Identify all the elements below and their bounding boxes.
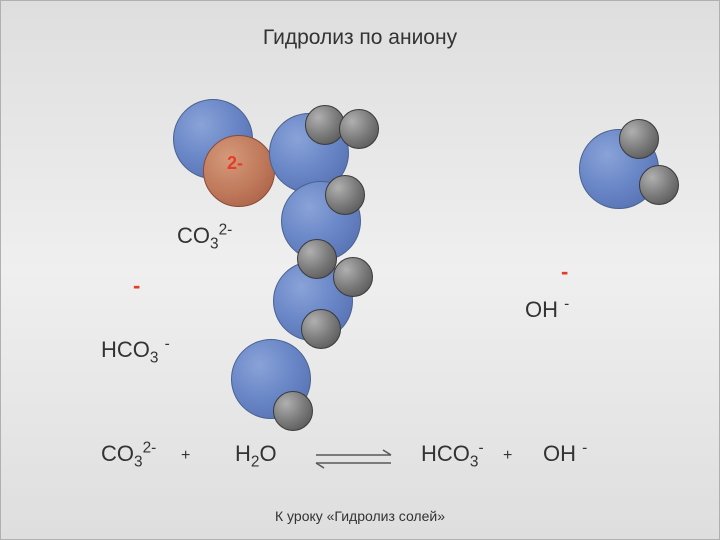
hydrogen-sphere — [273, 391, 313, 431]
hydrogen-sphere — [297, 239, 337, 279]
hydrogen-sphere — [619, 119, 659, 159]
hydrogen-sphere — [339, 109, 379, 149]
oh-label: OH - — [525, 297, 569, 323]
oxygen-sphere — [231, 339, 311, 419]
hydrogen-sphere — [333, 257, 373, 297]
eq-h2o: H2O — [235, 441, 277, 467]
hydrogen-sphere — [305, 105, 345, 145]
eq-co3: CO32- — [101, 441, 156, 467]
footer-text: К уроку «Гидролиз солей» — [1, 508, 719, 524]
minus-right: - — [561, 259, 568, 285]
ion-charge-label: 2- — [227, 153, 243, 174]
oxygen-sphere — [281, 181, 361, 261]
eq-plus-1: + — [181, 447, 190, 465]
minus-left: - — [133, 273, 140, 299]
co3-label: CO32- — [177, 223, 232, 249]
hydrogen-sphere — [325, 175, 365, 215]
eq-plus-2: + — [503, 447, 512, 465]
equilibrium-arrow-icon — [311, 449, 401, 471]
hydrogen-sphere — [301, 309, 341, 349]
oxygen-sphere — [269, 113, 349, 193]
oxygen-sphere — [273, 261, 353, 341]
eq-hco3: HCO3- — [421, 441, 484, 467]
page-title: Гидролиз по аниону — [1, 26, 719, 50]
hco3-label: HCO3 - — [101, 337, 170, 363]
eq-oh: OH - — [543, 441, 587, 467]
oxygen-sphere — [579, 129, 659, 209]
hydrogen-sphere — [639, 165, 679, 205]
